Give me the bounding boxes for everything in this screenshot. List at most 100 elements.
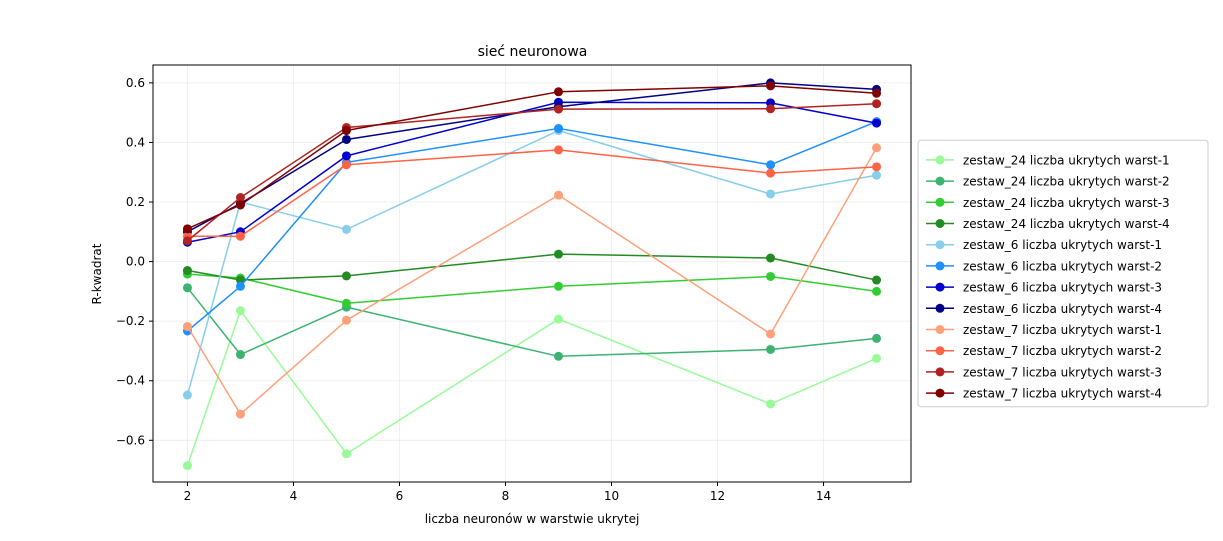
data-point — [182, 266, 192, 276]
legend-entry-label: zestaw_7 liczba ukrytych warst-2 — [963, 344, 1162, 358]
y-tick-label: −0.2 — [116, 314, 145, 328]
legend-marker — [935, 367, 945, 377]
legend-entry-label: zestaw_6 liczba ukrytych warst-2 — [963, 259, 1162, 273]
data-point — [341, 315, 351, 325]
axes: 2 4 6 8 10 12 14 −0.6 −0.4 −0.2 0.0 0.2 0.4 0.6 — [116, 76, 831, 503]
data-point — [554, 190, 564, 200]
data-point — [554, 281, 564, 291]
legend-entry-label: zestaw_7 liczba ukrytych warst-3 — [963, 365, 1162, 379]
data-point — [554, 104, 564, 114]
data-point — [182, 283, 192, 293]
series-line — [187, 149, 877, 238]
data-point — [341, 298, 351, 308]
legend-entry-label: zestaw_6 liczba ukrytych warst-1 — [963, 238, 1162, 252]
legend-marker — [935, 325, 945, 334]
data-point — [872, 170, 882, 180]
series-line — [186, 309, 877, 466]
legend-entry-label: zestaw_6 liczba ukrytych warst-4 — [963, 302, 1162, 316]
legend-entry-label: zestaw_24 liczba ukrytych warst-1 — [963, 153, 1170, 167]
x-tick-label: 8 — [502, 489, 510, 503]
data-point — [235, 231, 245, 241]
data-point — [872, 162, 882, 172]
data-point — [766, 160, 776, 170]
legend-marker — [935, 155, 945, 165]
y-tick-label: 0.0 — [126, 255, 145, 269]
series-line — [186, 120, 877, 332]
data-point — [766, 81, 776, 91]
series-group — [182, 143, 882, 419]
x-tick-label: 10 — [604, 489, 619, 503]
series-line — [187, 273, 877, 305]
data-point — [554, 249, 564, 259]
data-point — [341, 224, 351, 234]
data-point — [554, 123, 564, 133]
x-tick-label: 4 — [290, 489, 298, 503]
legend-marker — [935, 176, 945, 186]
data-point — [872, 88, 882, 98]
legend-entry-label: zestaw_7 liczba ukrytych warst-1 — [963, 323, 1162, 337]
data-point — [872, 143, 882, 153]
data-point — [235, 350, 245, 360]
legend-entry-label: zestaw_24 liczba ukrytych warst-4 — [963, 217, 1170, 231]
data-point — [341, 449, 351, 459]
data-point — [182, 390, 192, 400]
data-point — [872, 353, 882, 363]
legend-entry-label: zestaw_24 liczba ukrytych warst-2 — [963, 175, 1170, 189]
legend-entry-label: zestaw_24 liczba ukrytych warst-3 — [963, 196, 1170, 210]
data-point — [872, 118, 882, 128]
series-line — [186, 102, 877, 242]
series-group — [182, 306, 882, 471]
series-line — [186, 147, 878, 415]
series-line — [186, 287, 877, 358]
data-point — [235, 200, 245, 210]
data-point — [766, 399, 776, 409]
data-point — [182, 322, 192, 332]
legend-marker — [935, 261, 945, 271]
data-point — [766, 168, 776, 178]
data-point — [554, 87, 564, 97]
data-point — [235, 193, 245, 203]
data-point — [235, 275, 245, 285]
plot-area-frame — [152, 64, 912, 483]
data-point — [182, 236, 192, 246]
data-point — [766, 253, 776, 263]
data-point — [872, 286, 882, 296]
data-point — [235, 409, 245, 419]
y-tick-label: 0.6 — [126, 76, 145, 90]
series-group — [182, 283, 882, 361]
series-group — [182, 81, 882, 234]
data-point — [554, 314, 564, 324]
legend-marker — [935, 388, 945, 398]
legend-marker — [935, 197, 945, 207]
x-axis-label: liczba neuronów w warstwie ukrytej — [425, 512, 640, 526]
series-line — [187, 253, 877, 281]
legend-box — [917, 139, 1209, 408]
data-point — [766, 104, 776, 114]
data-point — [766, 189, 776, 199]
y-tick-label: 0.4 — [126, 135, 145, 149]
data-point — [341, 126, 351, 136]
y-tick-label: −0.4 — [116, 374, 145, 388]
x-tick-label: 14 — [816, 489, 831, 503]
y-tick-label: −0.6 — [116, 433, 145, 447]
data-point — [872, 99, 882, 109]
data-point — [872, 333, 882, 343]
legend-entry-label: zestaw_7 liczba ukrytych warst-4 — [963, 387, 1162, 401]
legend-marker — [935, 303, 945, 313]
data-point — [341, 151, 351, 161]
y-axis-label: R-kwadrat — [90, 243, 104, 304]
chart-title: sieć neuronowa — [478, 44, 588, 60]
x-tick-label: 12 — [710, 489, 725, 503]
series-line — [187, 85, 877, 230]
legend-marker — [935, 219, 945, 228]
data-point — [341, 134, 351, 144]
plot-series — [182, 78, 882, 471]
data-point — [554, 145, 564, 155]
data-point — [341, 160, 351, 170]
data-point — [182, 461, 192, 471]
data-point — [766, 271, 776, 281]
legend-entry-label: zestaw_6 liczba ukrytych warst-3 — [963, 281, 1162, 295]
x-tick-label: 2 — [184, 489, 192, 503]
